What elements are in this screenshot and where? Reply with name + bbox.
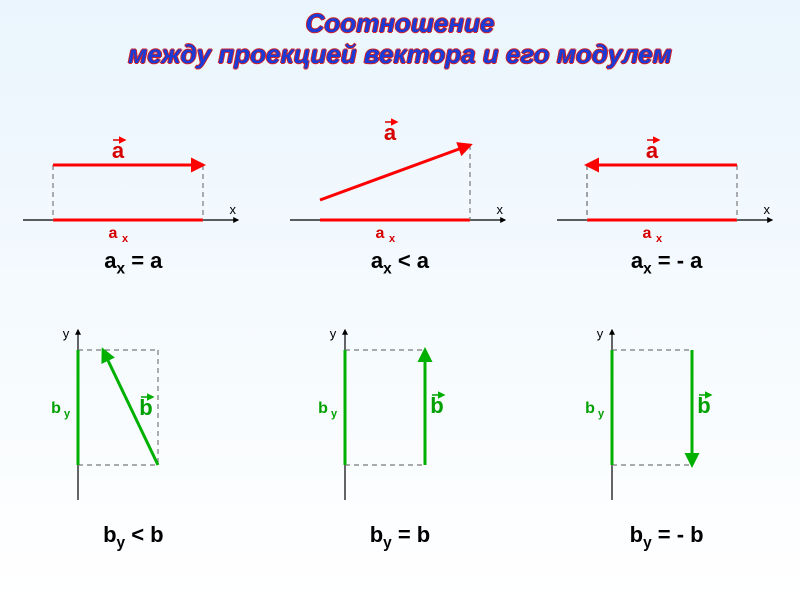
diagram-a-1: xaaxax = a xyxy=(18,90,248,270)
svg-text:a: a xyxy=(646,138,659,163)
row-a: xaaxax = axaaxax < axaaxax = - a xyxy=(0,90,800,270)
svg-text:y: y xyxy=(63,326,70,341)
diagram-b-3: ybbyby = - b xyxy=(552,320,782,550)
svg-text:a: a xyxy=(109,225,118,242)
svg-text:b: b xyxy=(140,395,153,420)
svg-text:b: b xyxy=(51,400,61,417)
svg-text:x: x xyxy=(763,202,770,217)
svg-text:b: b xyxy=(430,393,443,418)
diagram-a-3: xaaxax = - a xyxy=(552,90,782,270)
svg-text:y: y xyxy=(330,326,337,341)
svg-text:b: b xyxy=(585,400,595,417)
svg-text:y: y xyxy=(331,408,338,420)
diagram-b-2: ybbyby = b xyxy=(285,320,515,550)
caption-b-2: by = b xyxy=(285,522,515,552)
svg-text:y: y xyxy=(598,408,605,420)
svg-text:x: x xyxy=(230,202,237,217)
svg-text:x: x xyxy=(389,233,396,245)
slide-title: Соотношение между проекцией вектора и ег… xyxy=(0,8,800,70)
caption-a-3: ax = - a xyxy=(552,248,782,278)
svg-text:x: x xyxy=(496,202,503,217)
svg-text:a: a xyxy=(642,225,651,242)
svg-text:a: a xyxy=(376,225,385,242)
svg-text:b: b xyxy=(697,393,710,418)
caption-a-1: ax = a xyxy=(18,248,248,278)
slide-canvas: Соотношение между проекцией вектора и ег… xyxy=(0,0,800,600)
caption-b-1: by < b xyxy=(18,522,248,552)
svg-text:a: a xyxy=(112,138,125,163)
caption-b-3: by = - b xyxy=(552,522,782,552)
row-b: ybbyby < bybbyby = bybbyby = - b xyxy=(0,320,800,550)
svg-text:x: x xyxy=(122,233,129,245)
svg-text:x: x xyxy=(656,233,663,245)
caption-a-2: ax < a xyxy=(285,248,515,278)
svg-text:y: y xyxy=(596,326,603,341)
diagram-a-2: xaaxax < a xyxy=(285,90,515,270)
diagram-b-1: ybbyby < b xyxy=(18,320,248,550)
svg-text:b: b xyxy=(318,400,328,417)
svg-text:a: a xyxy=(384,120,397,145)
svg-text:y: y xyxy=(64,408,71,420)
